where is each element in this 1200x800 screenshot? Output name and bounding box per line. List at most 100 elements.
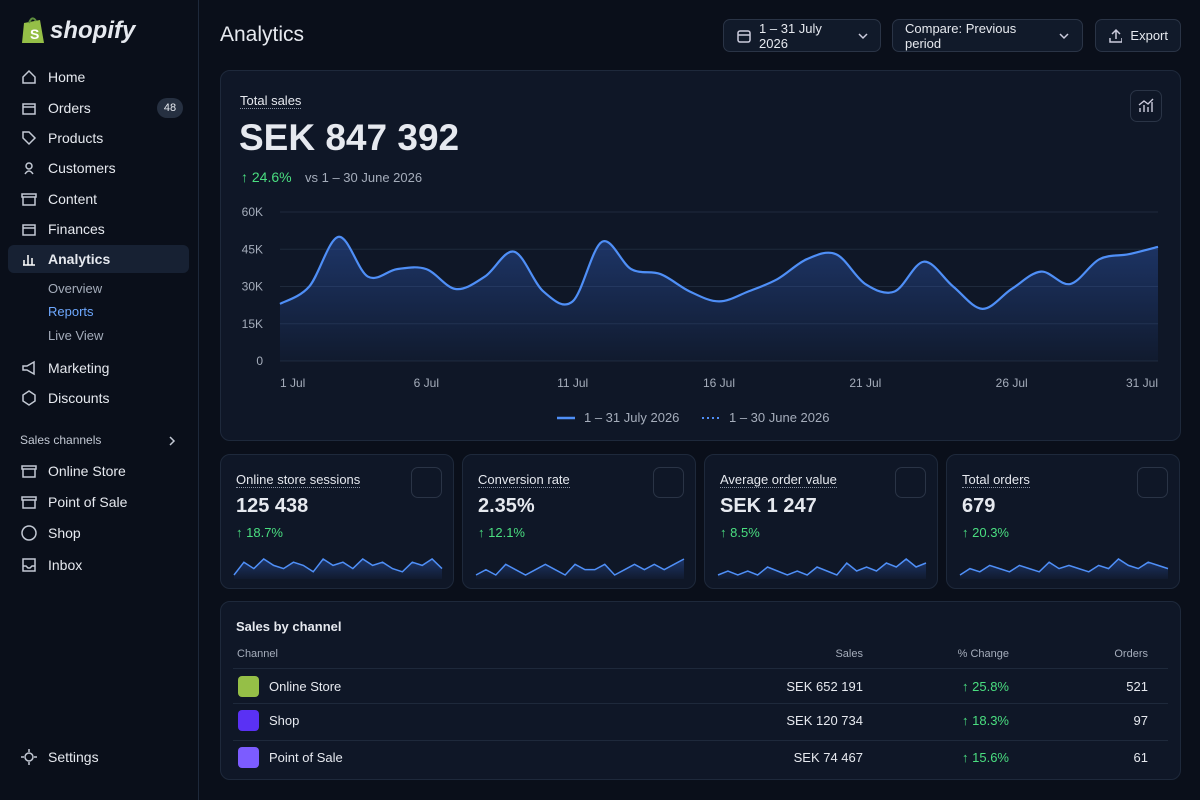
x-tick-label: 26 Jul <box>996 376 1028 390</box>
x-tick-label: 1 Jul <box>280 376 305 390</box>
kpi-icon[interactable] <box>411 467 442 498</box>
kpi-icon[interactable] <box>1137 467 1168 498</box>
icon-shape <box>22 224 36 236</box>
nav-item[interactable]: Inbox <box>48 557 83 573</box>
kpi-icon[interactable] <box>653 467 684 498</box>
table-cell: SEK 120 734 <box>786 713 863 728</box>
x-tick-label: 11 Jul <box>557 376 588 390</box>
nav-icon <box>24 162 34 175</box>
kpi-card: Total orders 679 ↑ 20.3% <box>946 454 1180 589</box>
nav-label: Home <box>48 69 86 85</box>
nav-item[interactable]: Online Store <box>48 463 126 479</box>
sidebar: S shopify Home Orders Products Customers Con… <box>0 0 199 800</box>
change-value: 25.8% <box>972 679 1009 694</box>
nav-item[interactable]: Marketing <box>48 360 110 376</box>
kpi-change: ↑ 18.7% <box>236 525 283 540</box>
nav-icon <box>21 496 37 509</box>
nav-icon <box>23 255 35 266</box>
sales-card: Total sales SEK 847 392 ↑ 24.6% vs 1 – 3… <box>220 70 1181 441</box>
separator <box>233 740 1168 741</box>
chevron <box>167 434 177 452</box>
icon-shape <box>21 496 37 509</box>
sparkline <box>717 558 927 579</box>
sparkline <box>233 557 443 579</box>
table-cell: 97 <box>1133 713 1148 728</box>
legend-label: 1 – 31 July 2026 <box>584 410 679 425</box>
icon-shape <box>24 162 34 175</box>
svg-text:S: S <box>30 26 39 42</box>
page-title: Analytics <box>220 23 305 46</box>
logo: shopify <box>50 17 136 44</box>
section-label: Sales channels <box>20 433 102 447</box>
nav-icon <box>21 525 37 541</box>
arrow: ↑ <box>962 525 973 540</box>
column-header: Channel <box>237 648 278 660</box>
kpi-value: 2.35% <box>478 495 535 517</box>
nav-icon <box>22 69 36 84</box>
nav-item[interactable]: Settings <box>48 749 99 765</box>
export-icon <box>1109 28 1123 43</box>
kpi-change: ↑ 12.1% <box>478 525 525 540</box>
sparkline-area <box>476 559 684 579</box>
card-title: Total sales <box>240 93 302 109</box>
orders-badge: 48 <box>157 98 183 118</box>
icon-shape <box>22 69 36 84</box>
sub-nav-item[interactable]: Reports <box>48 304 94 319</box>
sparkline-area <box>234 559 442 579</box>
nav-item[interactable]: Shop <box>48 525 81 541</box>
icon-shape <box>22 390 36 406</box>
kpi-value: 679 <box>962 495 996 517</box>
kpi-change-value: 8.5% <box>730 525 760 540</box>
kpi-icon[interactable] <box>895 467 926 498</box>
kpi-change-value: 18.7% <box>246 525 283 540</box>
kpi-change: ↑ 20.3% <box>962 525 1009 540</box>
icon-shape <box>22 103 36 115</box>
sparkline-line <box>717 558 927 576</box>
nav-icon <box>22 558 36 572</box>
nav-icon <box>21 465 37 478</box>
y-tick-label: 0 <box>256 354 263 368</box>
x-tick-label: 16 Jul <box>703 376 735 390</box>
nav-item[interactable]: Point of Sale <box>48 494 128 510</box>
column-header: Sales <box>835 648 863 660</box>
sub-nav-item[interactable]: Overview <box>48 281 103 296</box>
column-header: % Change <box>957 648 1009 660</box>
change-value: 18.3% <box>972 713 1009 728</box>
table-cell: SEK 74 467 <box>793 750 863 765</box>
line <box>279 235 1159 310</box>
y-tick-label: 30K <box>242 280 263 294</box>
icon-shape <box>22 131 37 146</box>
change: ↑ 24.6% <box>241 169 292 185</box>
sparkline-line <box>475 558 685 576</box>
date-button[interactable]: 1 – 31 July 2026 <box>723 19 881 52</box>
icon-shape <box>21 465 37 478</box>
sub-nav-item[interactable]: Live View <box>48 328 104 343</box>
chevron <box>858 32 868 39</box>
nav-item[interactable]: Discounts <box>48 390 110 406</box>
arrow: ↑ <box>962 679 973 694</box>
chart-icon-button[interactable] <box>1130 90 1162 122</box>
channel-icon <box>238 676 259 697</box>
sales-chart: 0 15K 30K 45K 60K 1 Jul 6 Jul 11 Jul 16 Jul 21 Ju… <box>242 205 1159 425</box>
nav-label: Products <box>48 130 104 146</box>
table-cell: SEK 652 191 <box>786 679 863 694</box>
nav-label: Analytics <box>48 251 111 267</box>
change-cell: ↑ 15.6% <box>962 750 1009 765</box>
change-cell: ↑ 18.3% <box>962 713 1009 728</box>
sparkline <box>959 558 1169 579</box>
export-button[interactable]: Export <box>1095 19 1181 52</box>
legend-label: 1 – 30 June 2026 <box>729 410 829 425</box>
sparkline <box>475 558 685 579</box>
icon-shape <box>21 525 37 541</box>
arrow: ↑ <box>478 525 489 540</box>
nav-icon <box>22 390 36 406</box>
table-cell: 61 <box>1133 750 1148 765</box>
export-label: Export <box>1130 28 1168 43</box>
kpi-card: Average order value SEK 1 247 ↑ 8.5% <box>704 454 938 589</box>
y-tick-label: 15K <box>242 317 263 331</box>
arrow: ↑ <box>962 713 973 728</box>
table-cell: Shop <box>269 713 300 728</box>
compare-button[interactable]: Compare: Previous period <box>892 19 1083 52</box>
x-tick-label: 21 Jul <box>849 376 881 390</box>
separator <box>233 703 1168 704</box>
